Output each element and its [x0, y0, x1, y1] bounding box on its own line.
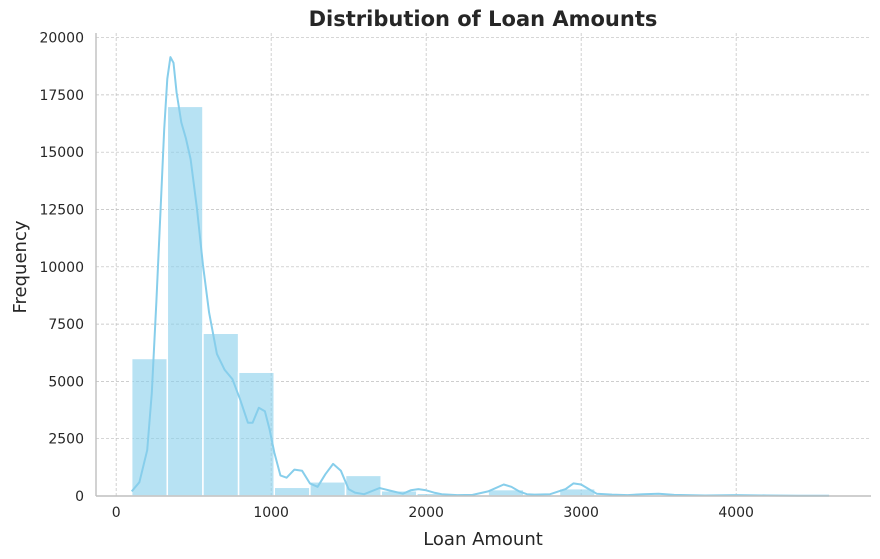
histogram-bar: [166, 105, 204, 497]
grid-layer: [96, 33, 871, 497]
y-tick-label: 12500: [39, 202, 84, 218]
kde-curve: [130, 56, 830, 497]
x-tick-label: 2000: [408, 505, 444, 521]
x-axis-label: Loan Amount: [423, 529, 543, 550]
spines-layer: [95, 33, 871, 497]
y-axis-label: Frequency: [10, 220, 31, 313]
x-tick-label: 3000: [563, 505, 599, 521]
y-tick-label: 17500: [39, 88, 84, 104]
histogram-bar: [237, 371, 276, 497]
histogram-bar: [202, 332, 240, 497]
y-tick-label: 2500: [48, 432, 84, 448]
y-tick-label: 7500: [48, 317, 84, 333]
y-tick-label: 5000: [48, 374, 84, 390]
x-tick-label: 1000: [253, 505, 289, 521]
y-tick-label: 10000: [39, 260, 84, 276]
y-tick-label: 20000: [39, 31, 84, 47]
x-tick-label: 4000: [718, 505, 754, 521]
ticks-layer: 0 1000 2000 3000 4000 0 2500 5000 7500 10000 12500…: [39, 31, 754, 521]
kde-layer: [130, 56, 830, 497]
histogram-bar: [344, 474, 382, 497]
histogram-bar: [309, 481, 347, 497]
chart-title: Distribution of Loan Amounts: [309, 7, 658, 31]
histogram-bar: [273, 486, 311, 497]
y-tick-label: 15000: [39, 145, 84, 161]
bars-layer: [130, 105, 846, 497]
y-tick-label: 0: [75, 489, 84, 505]
x-tick-label: 0: [112, 505, 121, 521]
